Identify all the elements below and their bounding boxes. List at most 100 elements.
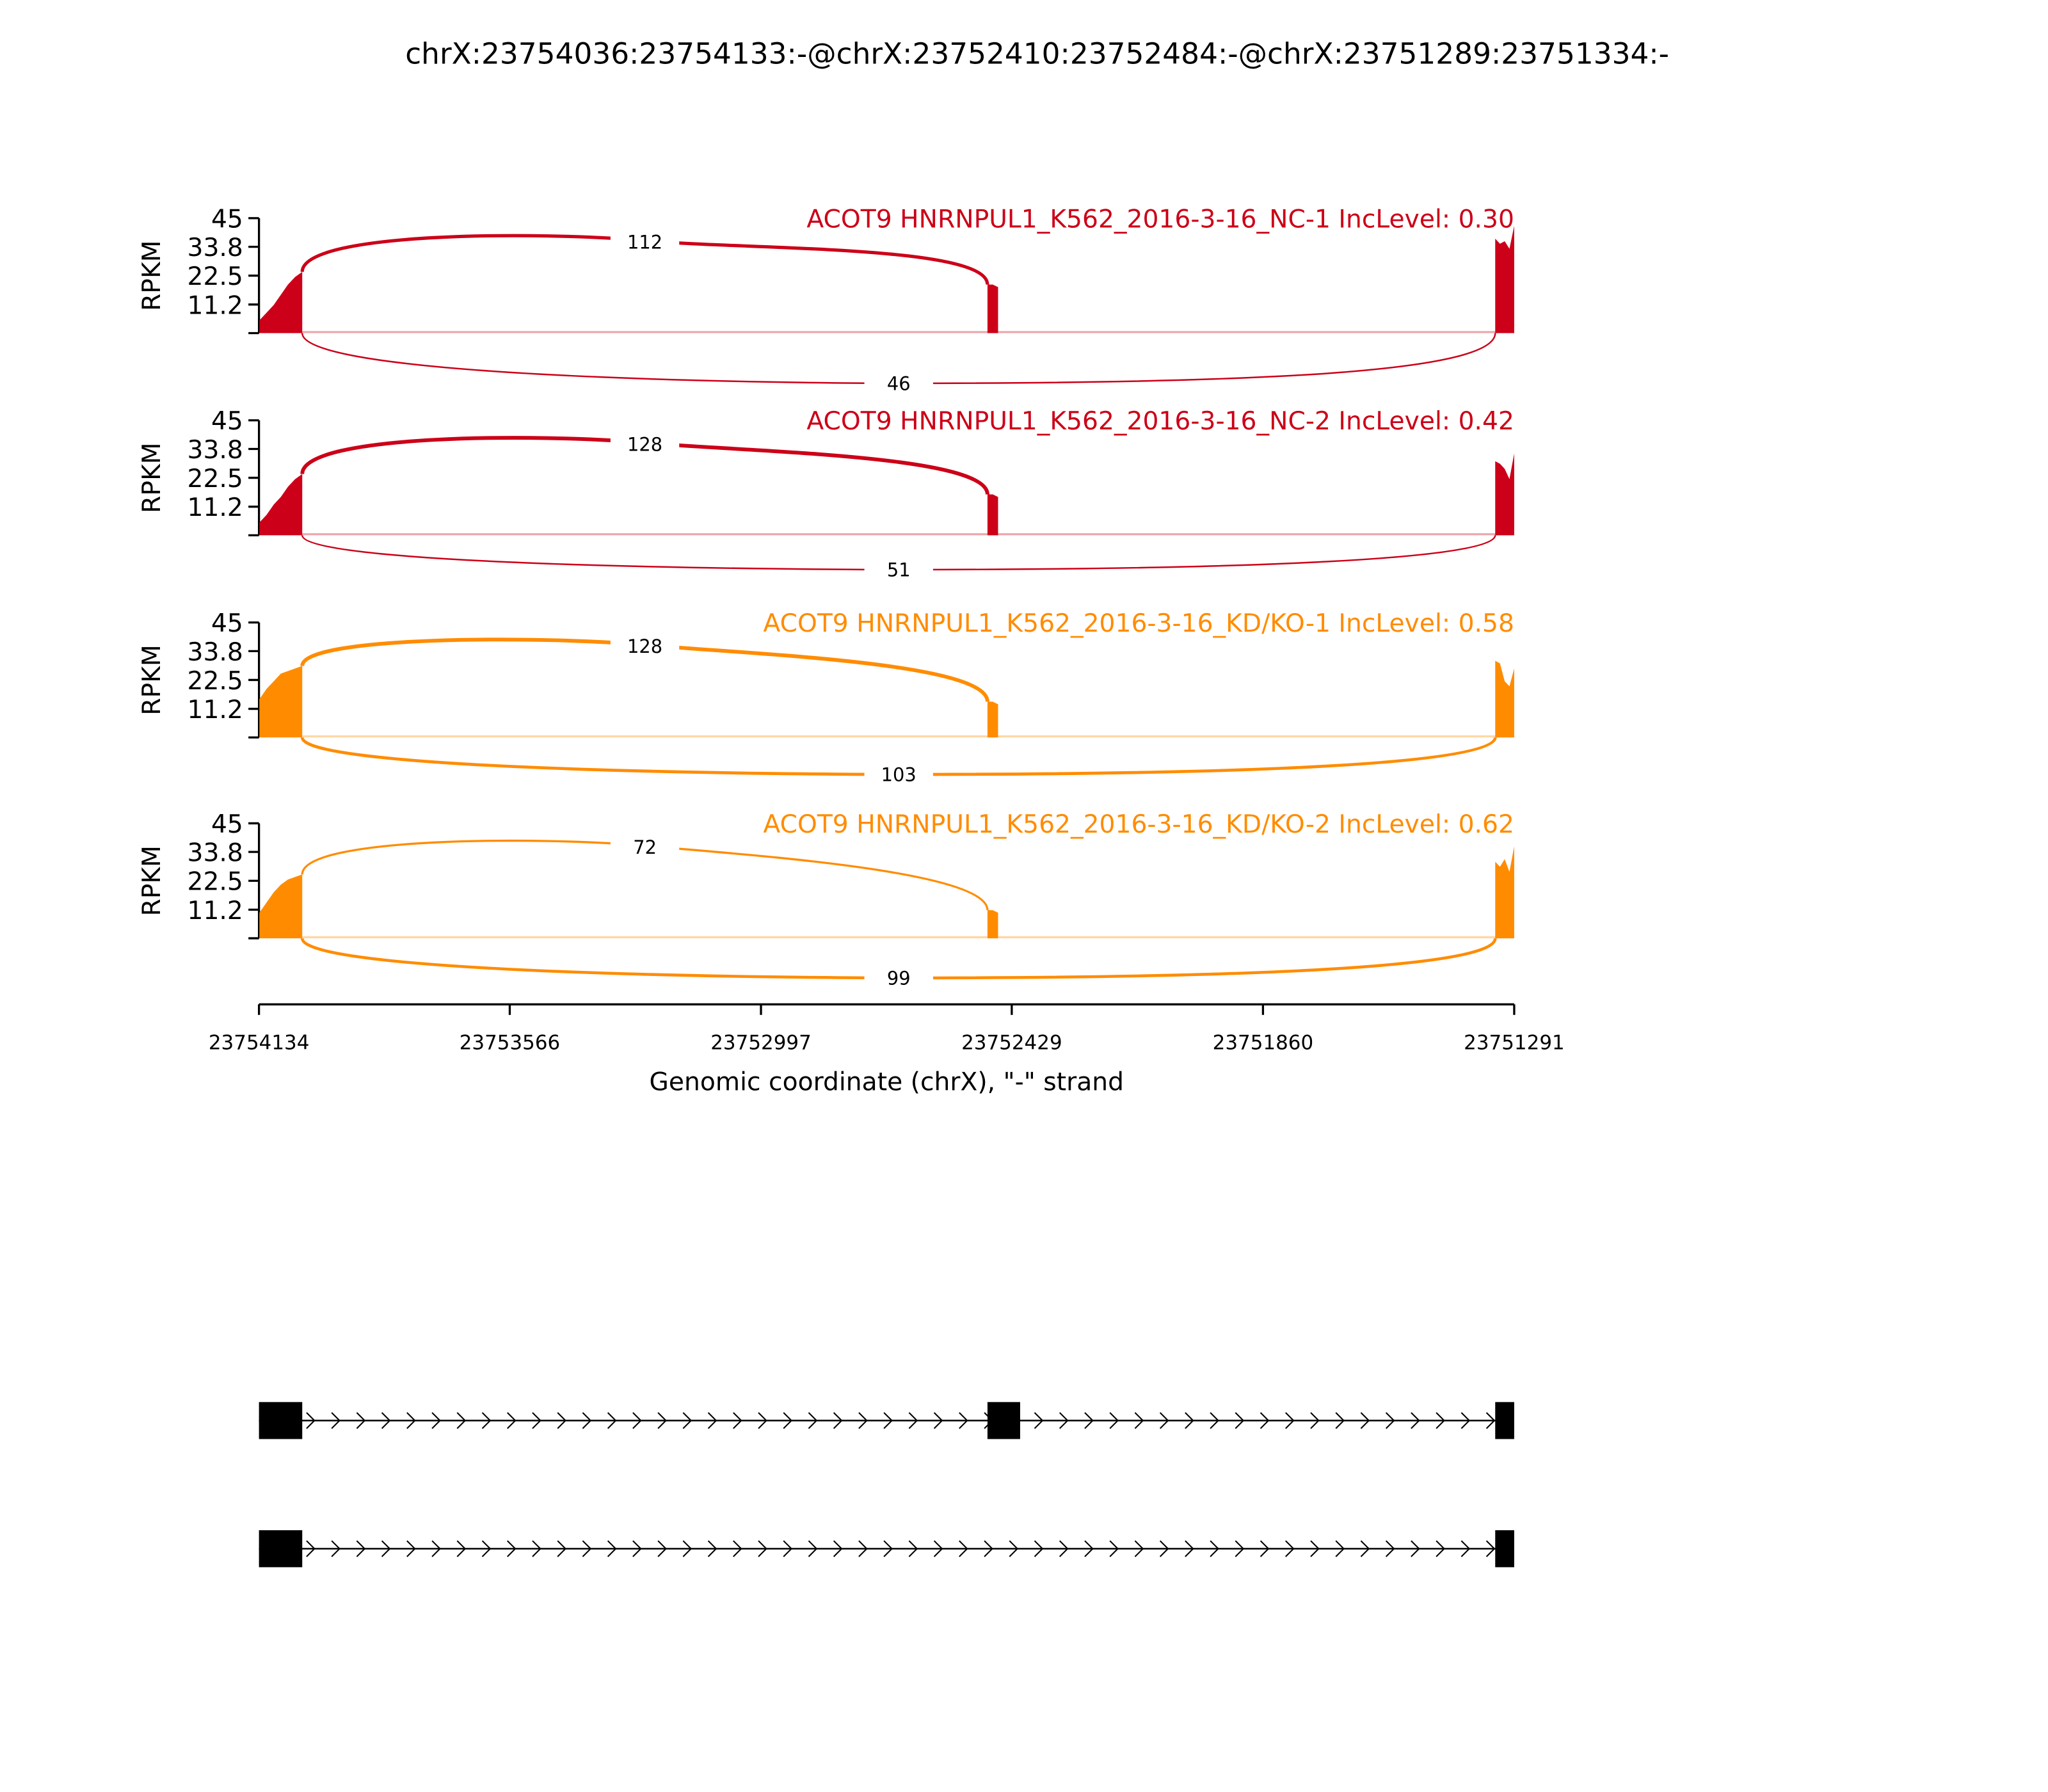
strand-arrow-icon (933, 1540, 943, 1557)
strand-arrow-icon (858, 1412, 868, 1429)
strand-arrow-icon (1260, 1412, 1270, 1429)
exon-coverage (1495, 846, 1514, 939)
strand-arrow-icon (833, 1412, 843, 1429)
strand-arrow-icon (331, 1540, 341, 1557)
strand-arrow-icon (481, 1412, 492, 1429)
strand-arrow-icon (657, 1540, 667, 1557)
strand-arrow-icon (1185, 1412, 1194, 1429)
junction-label-bg (610, 633, 680, 660)
exon-coverage (1495, 453, 1514, 536)
strand-arrow-icon (381, 1412, 391, 1429)
strand-arrow-icon (1360, 1412, 1370, 1429)
strand-arrow-icon (858, 1540, 868, 1557)
strand-arrow-icon (306, 1412, 316, 1429)
strand-arrow-icon (381, 1540, 391, 1557)
y-tick-label: 33.8 (188, 839, 243, 868)
strand-arrow-icon (808, 1540, 818, 1557)
strand-arrow-icon (532, 1412, 541, 1429)
strand-arrow-icon (933, 1412, 943, 1429)
junction-count: 51 (887, 559, 911, 580)
strand-arrow-icon (431, 1540, 441, 1557)
strand-arrow-icon (1360, 1540, 1370, 1557)
x-tick-label: 23751291 (1464, 1031, 1565, 1054)
y-tick-label: 33.8 (188, 436, 243, 465)
strand-arrow-icon (1210, 1540, 1219, 1557)
y-tick-label: 11.2 (188, 897, 243, 925)
transcript-model (259, 1530, 1514, 1567)
junction-count: 72 (633, 836, 657, 858)
strand-arrow-icon (1084, 1540, 1094, 1557)
strand-arrow-icon (733, 1540, 742, 1557)
strand-arrow-icon (682, 1412, 692, 1429)
strand-arrow-icon (657, 1412, 667, 1429)
junction-label-bg (610, 833, 680, 861)
junction-label-bg (610, 431, 680, 458)
y-axis-label: RPKM (138, 442, 166, 513)
strand-arrow-icon (808, 1412, 818, 1429)
strand-arrow-icon (1411, 1540, 1420, 1557)
strand-arrow-icon (582, 1412, 592, 1429)
x-tick-label: 23754134 (209, 1031, 310, 1054)
strand-arrow-icon (356, 1540, 366, 1557)
strand-arrow-icon (984, 1540, 993, 1557)
strand-arrow-icon (1335, 1412, 1345, 1429)
exon-block (1495, 1530, 1514, 1567)
strand-arrow-icon (532, 1540, 541, 1557)
strand-arrow-icon (1436, 1412, 1445, 1429)
strand-arrow-icon (557, 1540, 567, 1557)
strand-arrow-icon (883, 1540, 893, 1557)
junction-label-bg (864, 370, 933, 397)
junction-count: 46 (887, 372, 911, 394)
strand-arrow-icon (1084, 1412, 1094, 1429)
strand-arrow-icon (1159, 1540, 1169, 1557)
strand-arrow-icon (1436, 1540, 1445, 1557)
strand-arrow-icon (356, 1412, 366, 1429)
strand-arrow-icon (1134, 1412, 1144, 1429)
y-tick-label: 45 (211, 609, 243, 638)
strand-arrow-icon (1485, 1412, 1496, 1429)
chart-title: chrX:23754036:23754133:-@chrX:23752410:2… (405, 36, 1669, 70)
strand-arrow-icon (1009, 1540, 1019, 1557)
strand-arrow-icon (431, 1412, 441, 1429)
junction-count: 99 (887, 967, 911, 989)
sample-label: ACOT9 HNRNPUL1_K562_2016-3-16_KD/KO-1 In… (763, 609, 1514, 638)
transcript-model (259, 1402, 1514, 1439)
strand-arrow-icon (406, 1540, 416, 1557)
y-tick-label: 11.2 (188, 291, 243, 320)
strand-arrow-icon (507, 1540, 516, 1557)
strand-arrow-icon (707, 1540, 717, 1557)
x-tick-label: 23751860 (1213, 1031, 1314, 1054)
y-tick-label: 45 (211, 407, 243, 436)
strand-arrow-icon (1310, 1412, 1320, 1429)
x-tick-label: 23752429 (961, 1031, 1062, 1054)
exon-coverage (987, 494, 998, 536)
y-axis-label: RPKM (138, 240, 166, 310)
strand-arrow-icon (406, 1412, 416, 1429)
y-tick-label: 33.8 (188, 638, 243, 667)
strand-arrow-icon (783, 1412, 793, 1429)
sample-label: ACOT9 HNRNPUL1_K562_2016-3-16_NC-1 IncLe… (806, 205, 1514, 234)
strand-arrow-icon (582, 1540, 592, 1557)
exon-coverage (259, 666, 303, 738)
strand-arrow-icon (481, 1540, 492, 1557)
exon-block (259, 1402, 303, 1439)
exon-coverage (259, 271, 303, 333)
junction-count: 128 (627, 636, 662, 657)
strand-arrow-icon (607, 1540, 617, 1557)
junction-count: 103 (881, 764, 916, 785)
x-tick-label: 23752997 (710, 1031, 812, 1054)
strand-arrow-icon (1235, 1540, 1245, 1557)
strand-arrow-icon (959, 1540, 968, 1557)
x-tick-label: 23753566 (460, 1031, 561, 1054)
strand-arrow-icon (1159, 1412, 1169, 1429)
junction-label-bg (864, 964, 933, 991)
strand-arrow-icon (632, 1540, 642, 1557)
y-tick-label: 45 (211, 205, 243, 234)
strand-arrow-icon (1485, 1540, 1496, 1557)
strand-arrow-icon (1411, 1412, 1420, 1429)
strand-arrow-icon (607, 1412, 617, 1429)
exon-coverage (987, 910, 998, 939)
